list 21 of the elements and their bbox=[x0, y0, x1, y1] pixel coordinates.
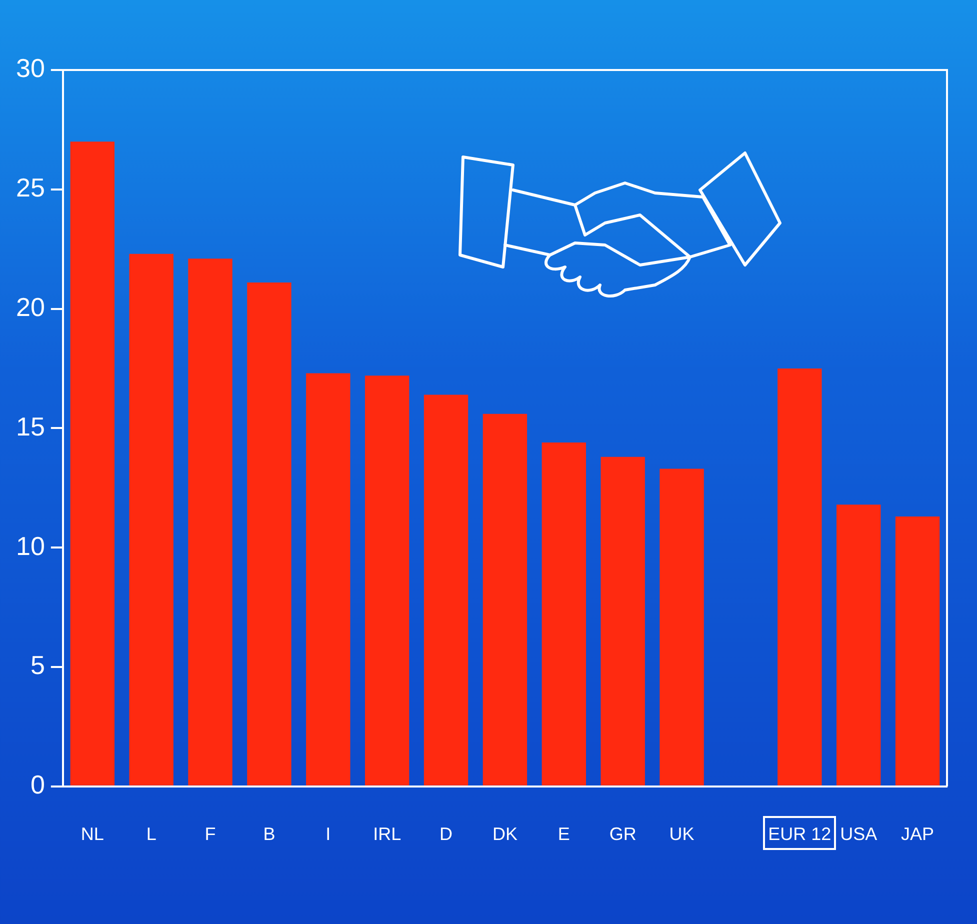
y-tick-label: 15 bbox=[16, 411, 45, 442]
x-tick-label: GR bbox=[609, 824, 636, 844]
x-tick-label: EUR 12 bbox=[768, 824, 832, 844]
y-tick-label: 0 bbox=[30, 770, 45, 800]
x-tick-label: USA bbox=[840, 824, 878, 844]
x-tick-label: B bbox=[263, 824, 276, 844]
x-tick-label: E bbox=[558, 824, 570, 844]
x-tick-label: IRL bbox=[373, 824, 402, 844]
y-tick-label: 10 bbox=[16, 530, 45, 561]
x-tick-label: L bbox=[146, 824, 156, 844]
y-tick-label: 25 bbox=[16, 172, 45, 203]
x-tick-label: F bbox=[204, 824, 216, 844]
x-tick-label: I bbox=[326, 824, 331, 844]
x-tick-label: NL bbox=[80, 824, 104, 844]
x-tick-label: DK bbox=[492, 824, 518, 844]
x-tick-label: UK bbox=[669, 824, 694, 844]
x-tick-label: JAP bbox=[901, 824, 934, 844]
y-tick-label: 20 bbox=[16, 292, 45, 322]
y-tick-label: 5 bbox=[30, 650, 45, 680]
y-tick-label: 30 bbox=[16, 53, 45, 84]
x-tick-label: D bbox=[440, 824, 453, 844]
